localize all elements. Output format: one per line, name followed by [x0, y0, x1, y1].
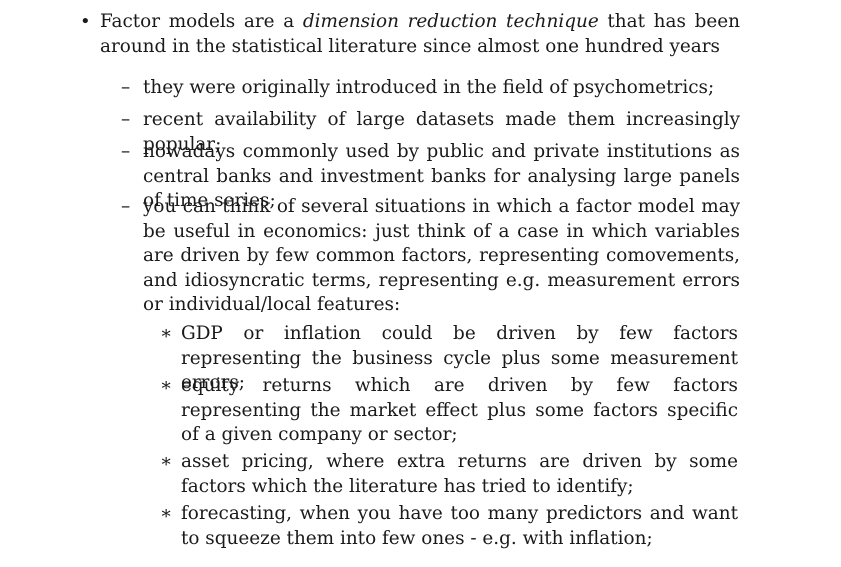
sub-item-dash-4: –	[121, 196, 131, 217]
example-star-4: ∗	[160, 503, 173, 524]
example-item-2: equity returns which are driven by few f…	[181, 375, 738, 445]
example-item-4: forecasting, when you have too many pred…	[181, 503, 738, 549]
sub-item-dash-3: –	[121, 141, 131, 162]
main-bullet-marker: •	[80, 11, 91, 32]
sub-item-3: nowadays commonly used by public and pri…	[143, 141, 740, 211]
example-star-1: ∗	[160, 323, 173, 344]
main-bullet-prefix: Factor models are a	[100, 11, 303, 32]
main-bullet-emphasis: dimension reduction technique	[302, 11, 599, 32]
sub-item-4: you can think of several situations in w…	[143, 196, 740, 315]
sub-item-dash-2: –	[121, 109, 131, 130]
sub-item-2: recent availability of large datasets ma…	[143, 109, 740, 155]
sub-item-dash-1: –	[121, 77, 131, 98]
example-star-3: ∗	[160, 451, 173, 472]
example-star-2: ∗	[160, 375, 173, 396]
sub-item-1: they were originally introduced in the f…	[143, 77, 715, 98]
main-bullet-text: Factor models are a dimension reduction …	[100, 10, 740, 59]
example-item-3: asset pricing, where extra returns are d…	[181, 451, 738, 497]
example-item-1: GDP or inflation could be driven by few …	[181, 323, 738, 393]
main-bullet-suffix: that has been around in the statistical …	[100, 11, 740, 57]
